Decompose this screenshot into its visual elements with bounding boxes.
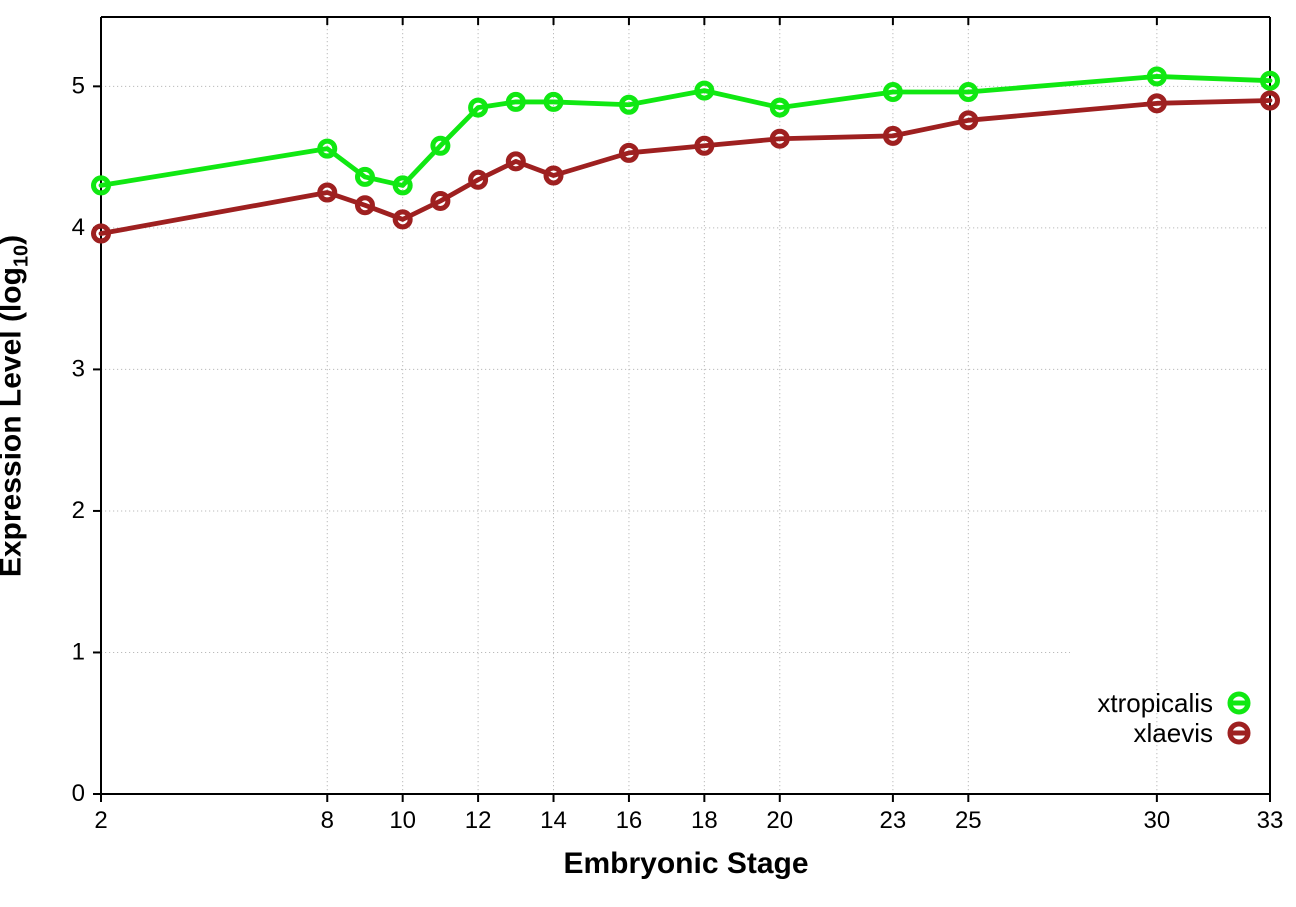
svg-text:2: 2: [94, 807, 107, 834]
svg-text:5: 5: [72, 72, 85, 99]
svg-text:xtropicalis: xtropicalis: [1097, 688, 1213, 718]
svg-text:xlaevis: xlaevis: [1134, 718, 1213, 748]
svg-text:16: 16: [616, 807, 643, 834]
svg-text:3: 3: [72, 355, 85, 382]
svg-text:10: 10: [389, 807, 416, 834]
svg-text:1: 1: [72, 638, 85, 665]
svg-text:23: 23: [880, 807, 907, 834]
svg-text:4: 4: [72, 214, 85, 241]
svg-text:20: 20: [766, 807, 793, 834]
svg-text:12: 12: [465, 807, 492, 834]
svg-text:18: 18: [691, 807, 718, 834]
svg-text:2: 2: [72, 497, 85, 524]
svg-text:30: 30: [1144, 807, 1171, 834]
svg-text:25: 25: [955, 807, 982, 834]
svg-text:8: 8: [321, 807, 334, 834]
svg-text:0: 0: [72, 780, 85, 807]
svg-text:14: 14: [540, 807, 567, 834]
svg-text:33: 33: [1257, 807, 1284, 834]
